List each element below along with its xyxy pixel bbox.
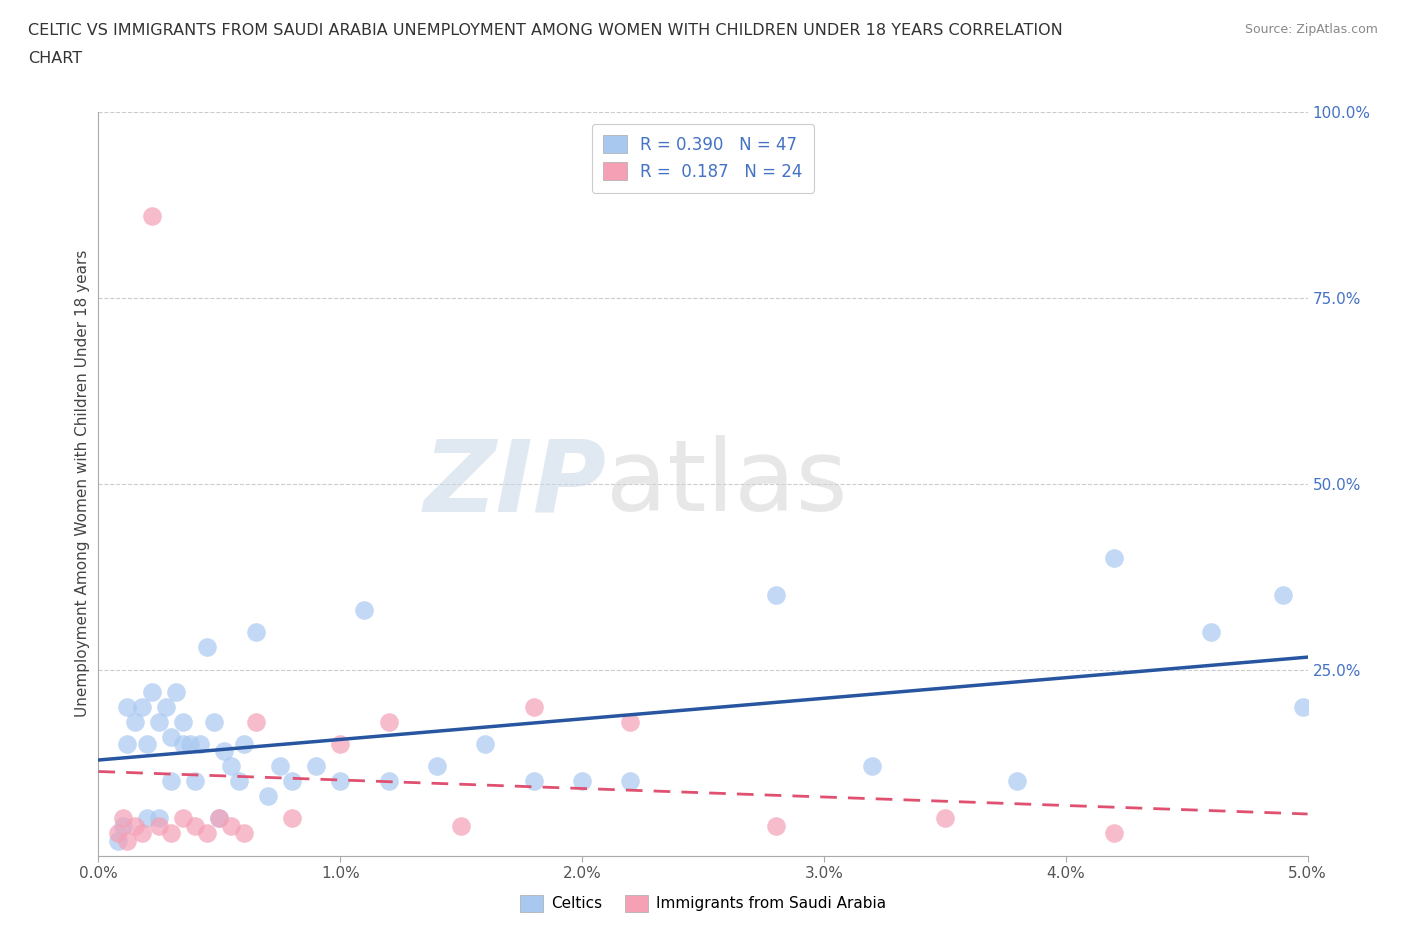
- Point: [117, 737, 139, 751]
- Point: [474, 737, 496, 751]
- Point: [1102, 551, 1125, 565]
- Point: [860, 759, 883, 774]
- Point: [221, 759, 243, 774]
- Point: [117, 833, 139, 848]
- Point: [131, 699, 153, 714]
- Point: [208, 811, 231, 826]
- Point: [619, 714, 641, 729]
- Point: [377, 714, 399, 729]
- Point: [141, 684, 163, 699]
- Point: [148, 714, 170, 729]
- Point: [107, 826, 129, 841]
- Point: [765, 588, 787, 603]
- Text: CHART: CHART: [28, 51, 82, 66]
- Point: [188, 737, 211, 751]
- Point: [111, 811, 134, 826]
- Point: [619, 774, 641, 789]
- Point: [329, 737, 352, 751]
- Point: [1007, 774, 1029, 789]
- Text: atlas: atlas: [606, 435, 848, 532]
- Point: [523, 699, 546, 714]
- Point: [172, 714, 194, 729]
- Point: [232, 826, 254, 841]
- Point: [135, 811, 157, 826]
- Point: [256, 789, 278, 804]
- Point: [221, 818, 243, 833]
- Point: [426, 759, 449, 774]
- Point: [160, 774, 183, 789]
- Point: [305, 759, 328, 774]
- Point: [172, 737, 194, 751]
- Point: [353, 603, 375, 618]
- Text: ZIP: ZIP: [423, 435, 606, 532]
- Point: [281, 774, 304, 789]
- Point: [160, 826, 183, 841]
- Y-axis label: Unemployment Among Women with Children Under 18 years: Unemployment Among Women with Children U…: [75, 250, 90, 717]
- Point: [377, 774, 399, 789]
- Point: [208, 811, 231, 826]
- Point: [281, 811, 304, 826]
- Point: [107, 833, 129, 848]
- Point: [117, 699, 139, 714]
- Point: [450, 818, 472, 833]
- Point: [232, 737, 254, 751]
- Point: [571, 774, 593, 789]
- Point: [131, 826, 153, 841]
- Point: [1199, 625, 1222, 640]
- Point: [141, 208, 163, 223]
- Text: CELTIC VS IMMIGRANTS FROM SAUDI ARABIA UNEMPLOYMENT AMONG WOMEN WITH CHILDREN UN: CELTIC VS IMMIGRANTS FROM SAUDI ARABIA U…: [28, 23, 1063, 38]
- Point: [184, 774, 207, 789]
- Point: [155, 699, 177, 714]
- Point: [1102, 826, 1125, 841]
- Point: [523, 774, 546, 789]
- Point: [204, 714, 226, 729]
- Legend: R = 0.390   N = 47, R =  0.187   N = 24: R = 0.390 N = 47, R = 0.187 N = 24: [592, 124, 814, 193]
- Point: [148, 818, 170, 833]
- Point: [111, 818, 134, 833]
- Point: [329, 774, 352, 789]
- Point: [228, 774, 250, 789]
- Point: [245, 625, 267, 640]
- Point: [179, 737, 201, 751]
- Point: [934, 811, 956, 826]
- Point: [1292, 699, 1315, 714]
- Text: Source: ZipAtlas.com: Source: ZipAtlas.com: [1244, 23, 1378, 36]
- Point: [195, 826, 218, 841]
- Point: [124, 818, 146, 833]
- Point: [184, 818, 207, 833]
- Point: [165, 684, 187, 699]
- Point: [212, 744, 235, 759]
- Point: [135, 737, 157, 751]
- Point: [765, 818, 787, 833]
- Point: [269, 759, 291, 774]
- Point: [172, 811, 194, 826]
- Point: [148, 811, 170, 826]
- Point: [1272, 588, 1295, 603]
- Point: [245, 714, 267, 729]
- Point: [124, 714, 146, 729]
- Point: [195, 640, 218, 655]
- Point: [160, 729, 183, 744]
- Legend: Celtics, Immigrants from Saudi Arabia: Celtics, Immigrants from Saudi Arabia: [515, 889, 891, 918]
